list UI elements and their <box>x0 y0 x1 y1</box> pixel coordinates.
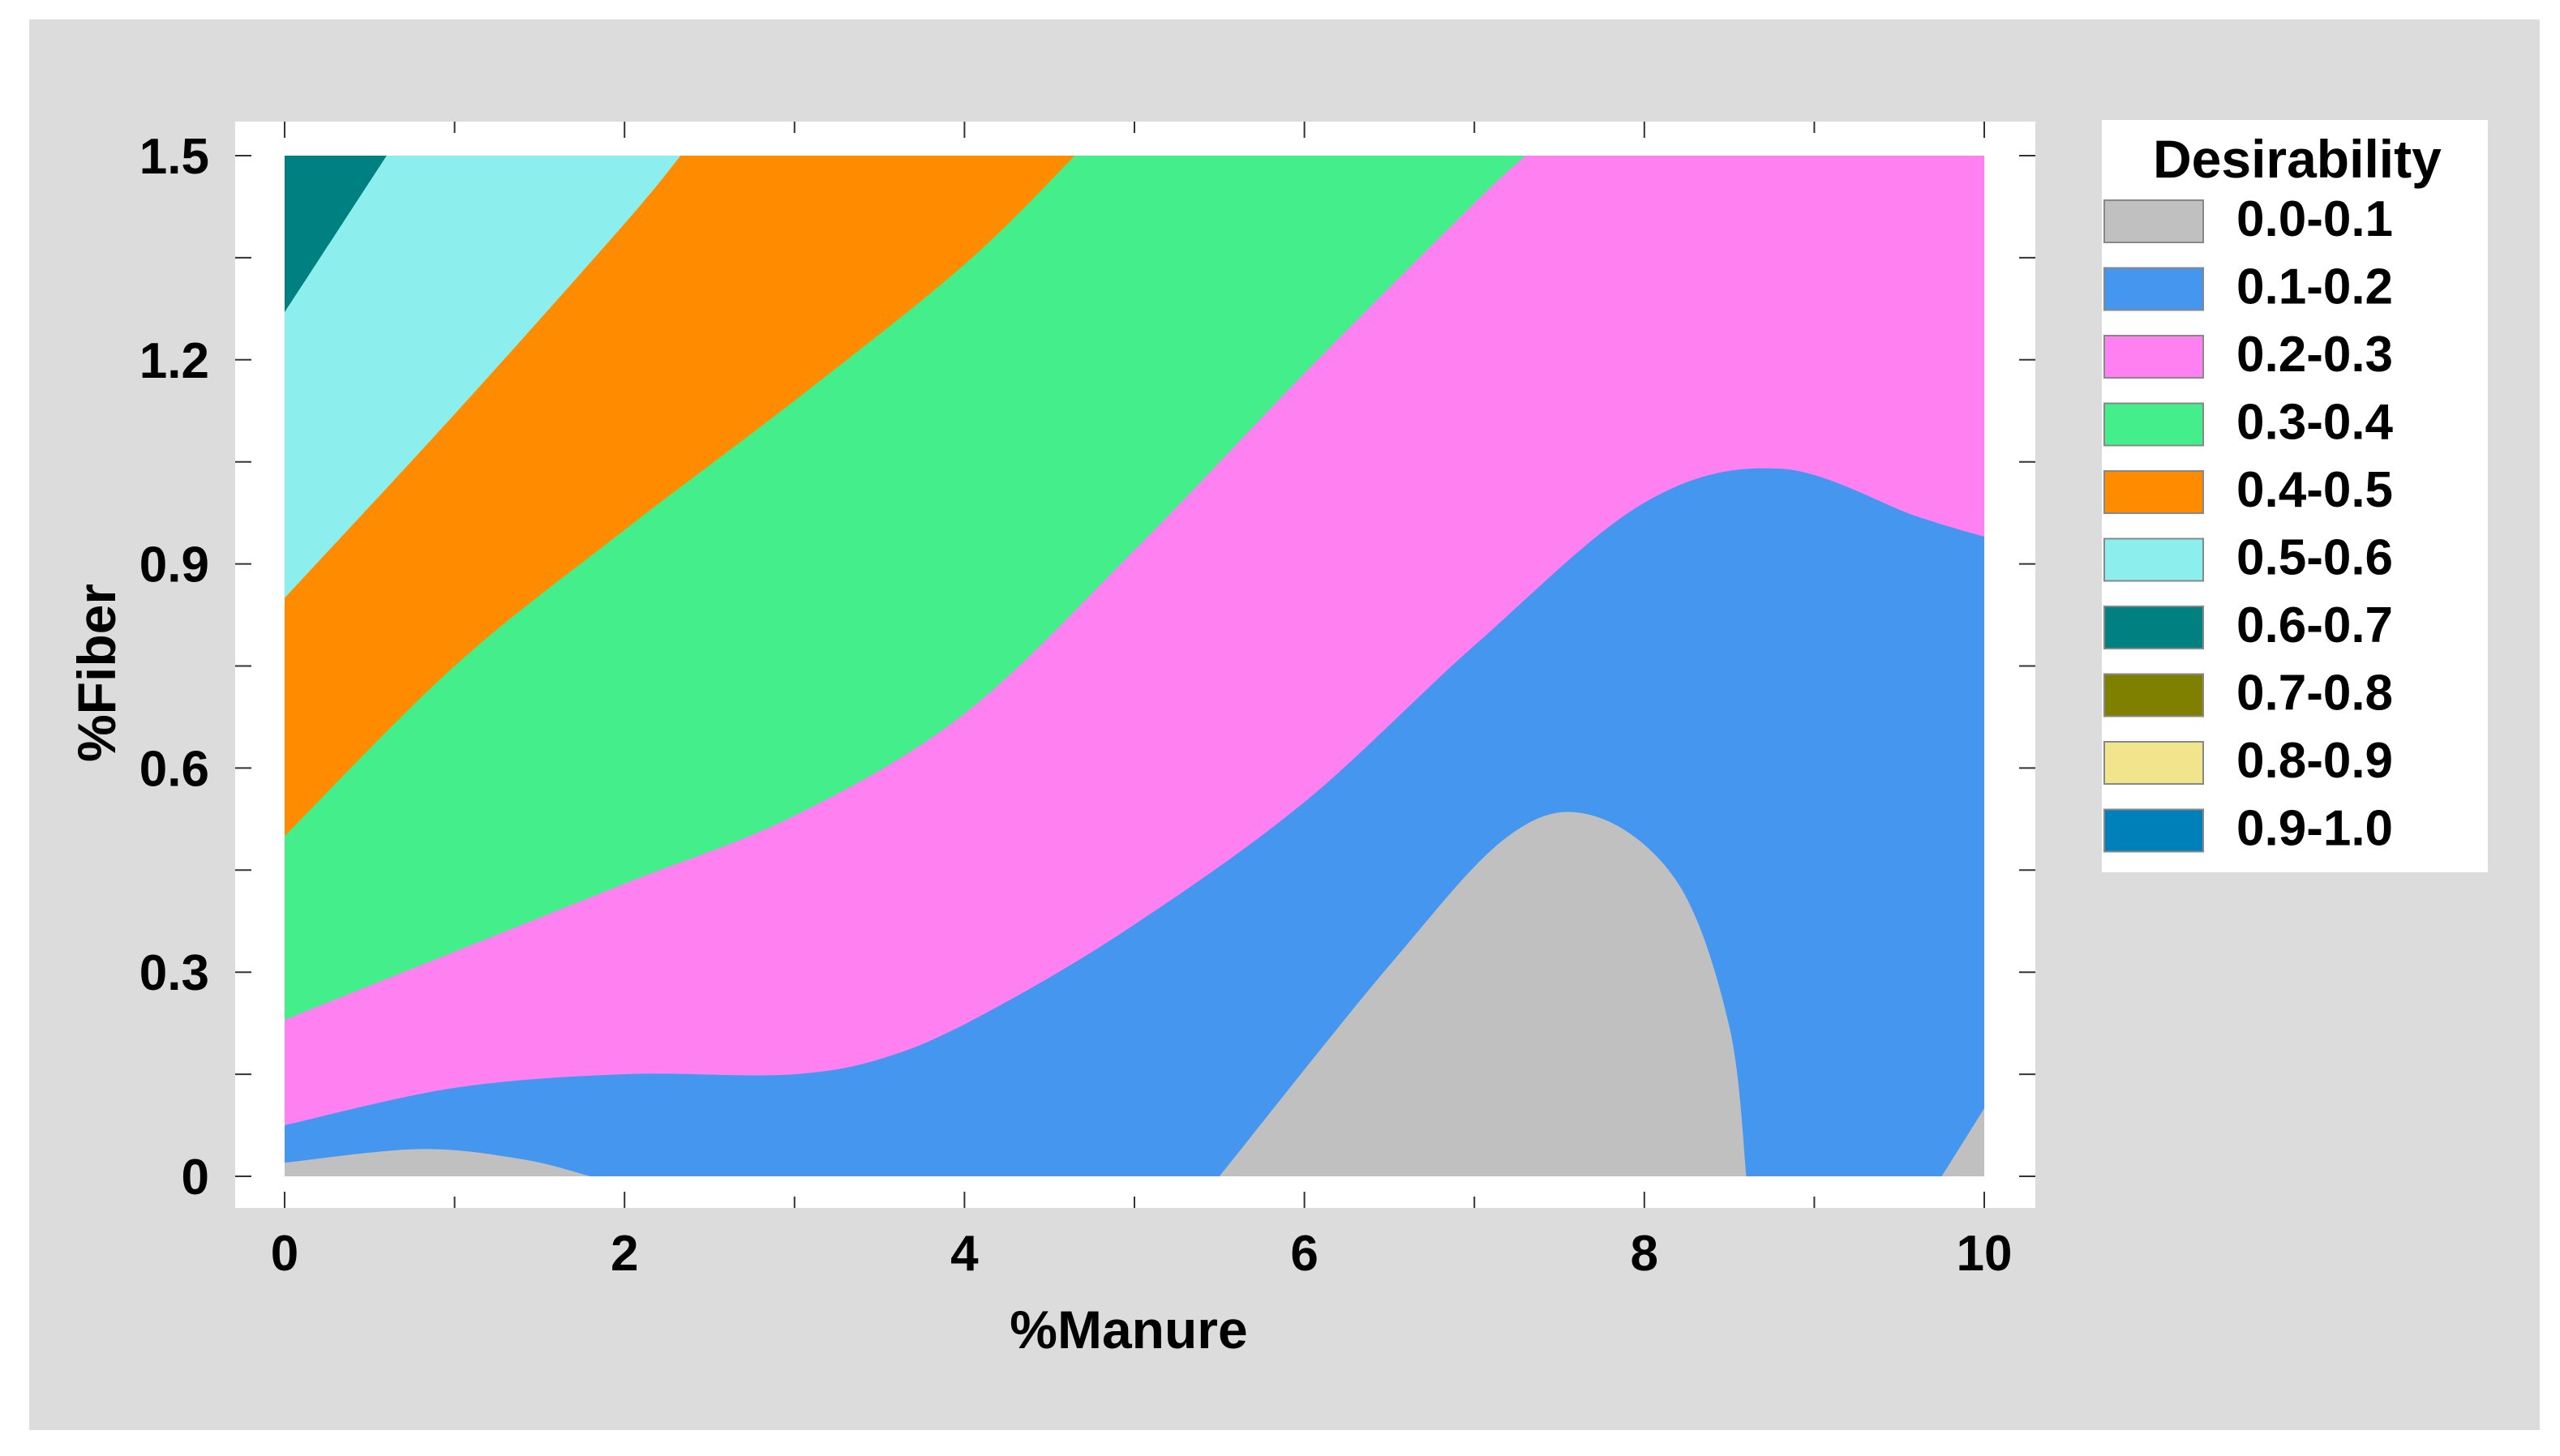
x-tick-labels: 0 2 4 6 8 10 <box>271 1226 2013 1282</box>
legend-entry: 0.9-1.0 <box>2103 801 2393 857</box>
legend-label: 0.0-0.1 <box>2236 191 2393 247</box>
x-tick-label: 10 <box>1957 1226 2013 1282</box>
legend-entry: 0.1-0.2 <box>2103 259 2393 315</box>
region-0.6-0.7 <box>285 156 387 312</box>
y-tick-label: 1.2 <box>139 333 209 389</box>
region-0.5-0.6 <box>285 156 681 598</box>
region-0.0-0.1 <box>1941 1108 1984 1176</box>
x-tick-label: 4 <box>950 1226 979 1282</box>
y-tick-labels: 0 0.3 0.6 0.9 1.2 1.5 <box>139 129 209 1205</box>
legend-entry: 0.7-0.8 <box>2103 666 2393 722</box>
y-tick-label: 0.9 <box>139 537 209 593</box>
region-0.0-0.1 <box>285 1149 591 1176</box>
legend-swatch <box>2103 808 2204 853</box>
axis-ticks <box>235 122 2035 1208</box>
x-tick-label: 2 <box>611 1226 638 1282</box>
legend-title: Desirability <box>2153 129 2442 189</box>
contour-regions <box>285 156 1984 1176</box>
legend-swatch <box>2103 267 2204 311</box>
y-tick-label: 0.6 <box>139 741 209 797</box>
x-tick-label: 6 <box>1290 1226 1318 1282</box>
x-tick-label: 0 <box>271 1226 298 1282</box>
y-tick-label: 0 <box>182 1150 209 1205</box>
legend-entry: 0.0-0.1 <box>2103 191 2393 247</box>
legend-entry: 0.2-0.3 <box>2103 327 2393 383</box>
legend-entry: 0.4-0.5 <box>2103 462 2393 518</box>
y-tick-label: 1.5 <box>139 129 209 185</box>
legend-label: 0.6-0.7 <box>2236 597 2393 653</box>
legend-entry: 0.8-0.9 <box>2103 733 2393 789</box>
x-tick-label: 8 <box>1631 1226 1658 1282</box>
legend-swatch <box>2103 606 2204 649</box>
legend-swatch <box>2103 673 2204 717</box>
x-axis-label: %Manure <box>1010 1300 1247 1360</box>
legend-label: 0.1-0.2 <box>2236 259 2393 315</box>
legend-swatch <box>2103 470 2204 514</box>
legend-swatch <box>2103 537 2204 582</box>
legend-label: 0.3-0.4 <box>2236 395 2394 451</box>
legend-swatch <box>2103 402 2204 447</box>
y-tick-label: 0.3 <box>139 945 209 1001</box>
legend-entry: 0.3-0.4 <box>2103 395 2394 451</box>
legend-label: 0.5-0.6 <box>2236 530 2393 586</box>
legend-label: 0.8-0.9 <box>2236 733 2393 789</box>
legend-entries: 0.0-0.1 0.1-0.2 0.2-0.3 0.3-0.4 0.4-0.5 0.5-0… <box>2103 191 2394 857</box>
legend-swatch <box>2103 335 2204 379</box>
legend-swatch <box>2103 741 2204 785</box>
legend-label: 0.7-0.8 <box>2236 666 2393 722</box>
y-axis-label: %Fiber <box>66 584 126 762</box>
legend-swatch <box>2103 199 2204 243</box>
legend-entry: 0.6-0.7 <box>2103 597 2393 653</box>
legend-label: 0.4-0.5 <box>2236 462 2393 518</box>
legend-label: 0.9-1.0 <box>2236 801 2393 857</box>
region-0.0-0.1 <box>1219 812 1747 1176</box>
legend: Desirability 0.0-0.1 0.1-0.2 0.2-0.3 0.3-0.… <box>2102 120 2488 872</box>
legend-entry: 0.5-0.6 <box>2103 530 2393 586</box>
legend-label: 0.2-0.3 <box>2236 327 2393 383</box>
